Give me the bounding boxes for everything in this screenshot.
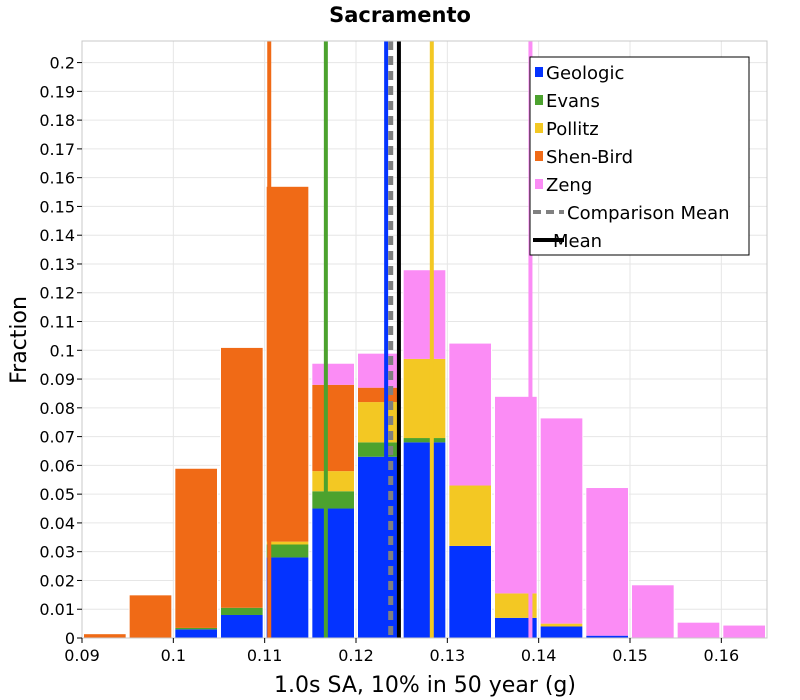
x-tick-label: 0.12 [338, 646, 374, 665]
bar-pollitz [311, 471, 355, 492]
x-axis-label: 1.0s SA, 10% in 50 year (g) [274, 673, 576, 698]
legend-label: Zeng [546, 175, 592, 196]
plot-frame [81, 40, 768, 639]
y-tick-label: 0.16 [39, 169, 75, 188]
bar-geologic [266, 557, 309, 638]
y-tick-label: 0.03 [39, 543, 75, 562]
y-tick-label: 0.05 [39, 485, 75, 504]
bar-geologic [220, 614, 264, 638]
legend-label: Pollitz [546, 119, 599, 140]
bar-pollitz [540, 623, 583, 627]
bar-geologic [174, 629, 218, 638]
bar-evans [357, 442, 401, 457]
x-tick-label: 0.11 [247, 646, 283, 665]
bar-evans [174, 627, 218, 630]
y-tick-label: 0.12 [39, 284, 75, 303]
bar-geologic [540, 626, 583, 638]
y-axis-ticks: 0 0.01 0.02 0.03 0.04 0.05 0.06 0.07 0.08 0.09 0.1… [39, 54, 82, 648]
bar-zeng [585, 487, 629, 636]
bar-shen-bird [357, 387, 401, 403]
bar-evans [266, 544, 309, 558]
bar-geologic [403, 442, 446, 638]
bar-geologic [494, 617, 538, 638]
bar-zeng [357, 353, 401, 388]
bar-shen-bird [220, 347, 264, 608]
legend-box [529, 56, 750, 256]
bar-geologic [311, 508, 355, 638]
legend: Geologic Evans Pollitz Shen-Bird Zeng Compari… [529, 56, 750, 256]
bar-zeng [540, 417, 583, 624]
legend-label: Shen-Bird [546, 147, 633, 168]
bar-shen-bird [266, 186, 309, 542]
bar-pollitz [448, 485, 492, 546]
y-tick-label: 0.14 [39, 226, 75, 245]
bar-pollitz [266, 541, 309, 545]
bar-shen-bird [83, 633, 127, 638]
bar-zeng [677, 622, 720, 638]
legend-swatch-geologic [535, 67, 543, 77]
bar-geologic [448, 545, 492, 638]
x-tick-label: 0.15 [612, 646, 648, 665]
y-tick-label: 0.02 [39, 571, 75, 590]
bar-series [83, 185, 766, 639]
x-tick-label: 0.16 [704, 646, 740, 665]
legend-swatch-shen-bird [535, 151, 543, 161]
bar-evans [403, 438, 446, 443]
x-tick-label: 0.09 [64, 646, 100, 665]
y-tick-label: 0.17 [39, 140, 75, 159]
x-tick-label: 0.14 [521, 646, 557, 665]
legend-swatch-pollitz [535, 123, 543, 133]
bar-shen-bird [311, 384, 355, 472]
bar-geologic [357, 456, 401, 638]
y-tick-label: 0.18 [39, 111, 75, 130]
legend-label: Comparison Mean [567, 203, 730, 224]
legend-swatch-zeng [535, 179, 543, 189]
mean-lines [267, 41, 533, 638]
legend-label: Evans [546, 91, 600, 112]
y-tick-label: 0.2 [50, 54, 75, 73]
y-tick-label: 0.09 [39, 370, 75, 389]
bar-zeng [403, 269, 446, 359]
legend-label: Mean [553, 231, 602, 252]
y-tick-label: 0.04 [39, 514, 75, 533]
y-tick-label: 0.08 [39, 399, 75, 418]
x-axis-ticks: 0.09 0.1 0.11 0.12 0.13 0.14 0.15 0.16 [64, 638, 739, 665]
x-tick-label: 0.13 [430, 646, 466, 665]
bar-evans [220, 607, 264, 615]
y-tick-label: 0.01 [39, 600, 75, 619]
y-tick-label: 0.15 [39, 197, 75, 216]
y-tick-label: 0.19 [39, 82, 75, 101]
bar-pollitz [403, 358, 446, 439]
y-tick-label: 0.1 [50, 341, 75, 360]
bar-zeng [311, 363, 355, 385]
legend-swatch-evans [535, 95, 543, 105]
bar-pollitz [357, 402, 401, 443]
y-tick-label: 0.11 [39, 313, 75, 332]
bar-zeng [631, 584, 675, 638]
chart-title: Sacramento [329, 3, 471, 27]
bar-zeng [448, 343, 492, 486]
bar-zeng [722, 625, 766, 638]
y-tick-label: 0 [65, 629, 75, 648]
bar-shen-bird [174, 468, 218, 628]
bar-evans [311, 491, 355, 509]
y-axis-label: Fraction [7, 296, 32, 384]
bar-shen-bird [129, 594, 172, 638]
y-tick-label: 0.06 [39, 456, 75, 475]
x-tick-label: 0.1 [161, 646, 186, 665]
legend-label: Geologic [546, 63, 624, 84]
bar-geologic [585, 635, 629, 638]
y-tick-label: 0.13 [39, 255, 75, 274]
y-tick-label: 0.07 [39, 428, 75, 447]
